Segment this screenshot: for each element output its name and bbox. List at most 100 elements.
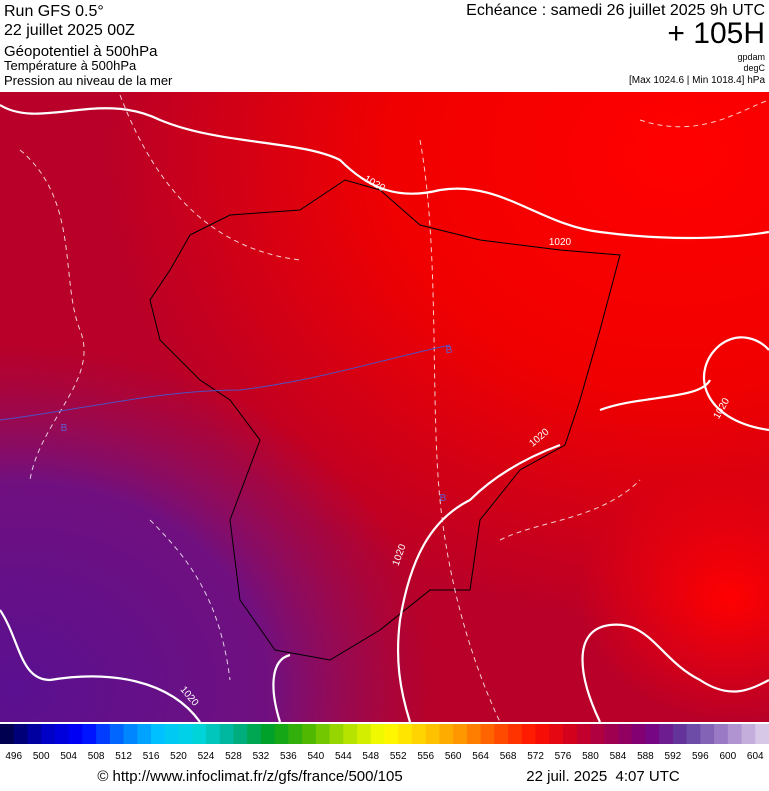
colorbar-swatch — [261, 724, 275, 744]
colorbar-label: 600 — [719, 751, 736, 762]
colorbar-label: 588 — [637, 751, 654, 762]
colorbar-swatch — [563, 724, 577, 744]
colorbar-swatch — [55, 724, 69, 744]
colorbar-swatch — [453, 724, 467, 744]
low-label: B — [61, 423, 68, 434]
colorbar-swatch — [357, 724, 371, 744]
colorbar-swatch — [137, 724, 151, 744]
colorbar-label: 576 — [555, 751, 572, 762]
colorbar-swatch — [604, 724, 618, 744]
colorbar-swatch — [755, 724, 769, 744]
colorbar-swatch — [233, 724, 247, 744]
footer: © http://www.infoclimat.fr/z/gfs/france/… — [97, 768, 680, 785]
colorbar-swatch — [69, 724, 83, 744]
lead-time: + 105H — [667, 17, 765, 50]
field-label: Température à 500hPa — [4, 58, 137, 73]
colorbar-label: 540 — [307, 751, 324, 762]
colorbar-swatch — [220, 724, 234, 744]
colorbar-swatch — [0, 724, 14, 744]
colorbar-swatch — [645, 724, 659, 744]
colorbar-swatch — [714, 724, 728, 744]
colorbar-swatch — [110, 724, 124, 744]
colorbar-swatch — [96, 724, 110, 744]
colorbar-swatch — [536, 724, 550, 744]
timestamp: 22 juil. 2025 4:07 UTC — [526, 768, 680, 785]
colorbar-label: 504 — [60, 751, 77, 762]
field-label: Pression au niveau de la mer — [4, 73, 173, 88]
colorbar-swatch — [590, 724, 604, 744]
colorbar-swatch — [673, 724, 687, 744]
colorbar-swatch — [700, 724, 714, 744]
colorbar-swatch — [426, 724, 440, 744]
colorbar-label: 544 — [335, 751, 352, 762]
colorbar-swatch — [288, 724, 302, 744]
colorbar-label: 536 — [280, 751, 297, 762]
colorbar-swatch — [481, 724, 495, 744]
colorbar-swatch — [124, 724, 138, 744]
colorbar-swatch — [687, 724, 701, 744]
colorbar-label: 556 — [417, 751, 434, 762]
header: Run GFS 0.5° 22 juillet 2025 00Z Géopote… — [4, 2, 766, 88]
low-label: B — [440, 493, 447, 504]
colorbar-label: 552 — [390, 751, 407, 762]
colorbar-label: 496 — [5, 751, 22, 762]
source-url: © http://www.infoclimat.fr/z/gfs/france/… — [97, 768, 402, 785]
colorbar-label: 500 — [33, 751, 50, 762]
colorbar-label: 564 — [472, 751, 489, 762]
colorbar-label: 572 — [527, 751, 544, 762]
colorbar-swatch — [330, 724, 344, 744]
colorbar-swatch — [467, 724, 481, 744]
colorbar-label: 604 — [747, 751, 764, 762]
unit-label: degC — [743, 63, 765, 73]
colorbar-swatch — [742, 724, 756, 744]
colorbar-swatch — [439, 724, 453, 744]
colorbar-label: 596 — [692, 751, 709, 762]
colorbar-swatch — [549, 724, 563, 744]
colorbar-swatch — [302, 724, 316, 744]
colorbar-swatch — [275, 724, 289, 744]
map: 1020 1020 1020 1020 1020 1020 B B B — [0, 92, 769, 722]
colorbar-swatch — [385, 724, 399, 744]
colorbar-swatch — [494, 724, 508, 744]
isobar-label: 1020 — [549, 237, 572, 248]
colorbar-label: 532 — [253, 751, 270, 762]
colorbar-swatch — [27, 724, 41, 744]
colorbar-swatch — [508, 724, 522, 744]
colorbar-swatch — [659, 724, 673, 744]
colorbar-label: 548 — [362, 751, 379, 762]
colorbar-swatch — [316, 724, 330, 744]
unit-label: [Max 1024.6 | Min 1018.4] hPa — [629, 75, 765, 86]
colorbar-swatch — [618, 724, 632, 744]
colorbar-swatch — [206, 724, 220, 744]
colorbar-swatch — [371, 724, 385, 744]
colorbar-swatch — [632, 724, 646, 744]
colorbar-swatch — [522, 724, 536, 744]
colorbar-label: 520 — [170, 751, 187, 762]
colorbar-swatch — [82, 724, 96, 744]
colorbar-swatch — [41, 724, 55, 744]
colorbar-label: 508 — [88, 751, 105, 762]
colorbar-swatch — [179, 724, 193, 744]
unit-label: gpdam — [737, 52, 765, 62]
colorbar-swatch — [728, 724, 742, 744]
run-date: 22 juillet 2025 00Z — [4, 22, 135, 39]
colorbar-swatch — [14, 724, 28, 744]
colorbar-swatch — [192, 724, 206, 744]
colorbar-label: 516 — [143, 751, 160, 762]
colorbar: 496 500 504 508 512 516 520 524 528 532 536 540 544 5… — [0, 724, 769, 762]
colorbar-swatch — [398, 724, 412, 744]
colorbar-label: 512 — [115, 751, 132, 762]
colorbar-label: 584 — [610, 751, 627, 762]
colorbar-label: 528 — [225, 751, 242, 762]
colorbar-swatch — [165, 724, 179, 744]
colorbar-swatch — [343, 724, 357, 744]
colorbar-swatch — [577, 724, 591, 744]
colorbar-swatch — [151, 724, 165, 744]
colorbar-label: 568 — [500, 751, 517, 762]
colorbar-label: 580 — [582, 751, 599, 762]
colorbar-swatch — [412, 724, 426, 744]
colorbar-label: 524 — [198, 751, 215, 762]
run-title: Run GFS 0.5° — [4, 3, 104, 20]
low-label: B — [446, 345, 453, 356]
